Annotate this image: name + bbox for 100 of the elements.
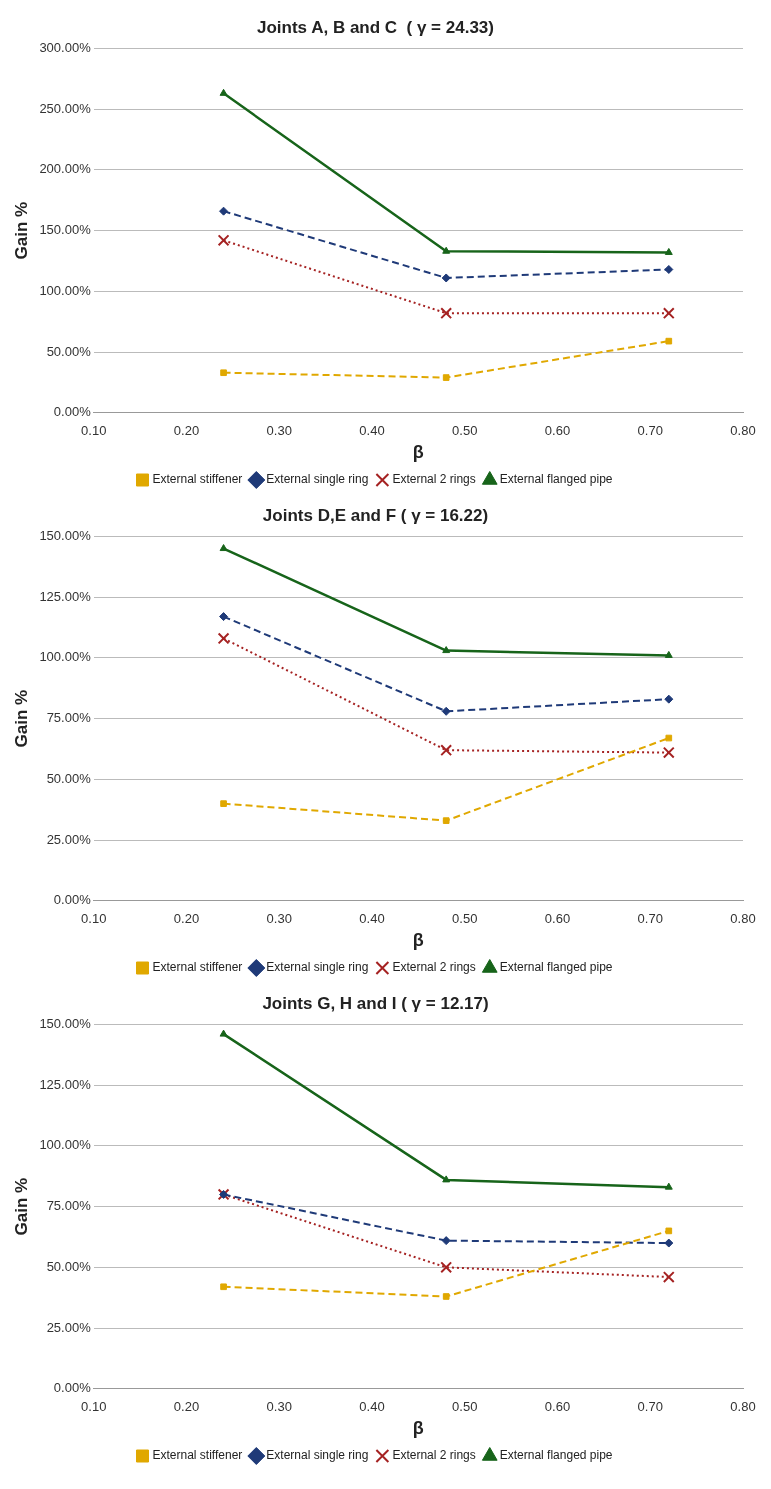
y-tick-label: 0.00% [53, 404, 92, 420]
point [220, 369, 227, 377]
y-tick-label: 150.00% [39, 1015, 92, 1031]
y-tick-label: 125.00% [39, 588, 92, 604]
y-tick-label: 25.00% [46, 1319, 92, 1335]
x-axis-title: β [412, 930, 424, 951]
point [442, 817, 450, 824]
x-axis-title: β [412, 1418, 424, 1439]
x-tick-label: 0.60 [544, 1399, 571, 1415]
legend-label: External single ring [266, 1448, 369, 1463]
point [662, 746, 675, 759]
point [440, 307, 453, 320]
x-tick-label: 0.10 [81, 423, 107, 439]
point [440, 744, 453, 757]
point [219, 1029, 228, 1037]
x-tick-label: 0.40 [359, 911, 385, 927]
point [664, 1182, 673, 1190]
point [664, 264, 674, 274]
y-tick-label: 100.00% [39, 1137, 92, 1153]
x-tick-label: 0.20 [173, 423, 200, 439]
legend-label: External flanged pipe [499, 472, 613, 487]
x-axis-title: β [412, 442, 424, 463]
y-tick-label: 75.00% [46, 1198, 92, 1214]
x-tick-label: 0.80 [730, 911, 756, 927]
legend-label: External single ring [266, 472, 369, 487]
point [665, 734, 673, 742]
chart-title: Joints A, B and C ( γ = 24.33) [257, 17, 494, 37]
y-tick-label: 150.00% [39, 222, 92, 238]
x-tick-label: 0.20 [173, 911, 200, 927]
y-tick-label: 125.00% [39, 1076, 92, 1092]
legend-label: External single ring [266, 960, 369, 975]
point [217, 632, 230, 645]
y-axis-title: Gain % [11, 689, 31, 748]
x-tick-label: 0.10 [81, 911, 107, 927]
x-tick-label: 0.40 [359, 423, 385, 439]
y-axis-title: Gain % [11, 1177, 31, 1236]
point [664, 694, 674, 704]
point [219, 612, 229, 622]
x-tick-label: 0.60 [544, 423, 571, 439]
y-tick-label: 100.00% [39, 282, 92, 298]
point [442, 646, 451, 654]
legend-label: External stiffener [152, 960, 243, 975]
legend-label: External stiffener [152, 1448, 243, 1463]
legend-label: External flanged pipe [499, 1448, 613, 1463]
x-tick-label: 0.20 [173, 1399, 200, 1415]
y-tick-label: 200.00% [39, 161, 92, 177]
y-axis-title: Gain % [11, 201, 31, 260]
point [662, 307, 675, 320]
x-tick-label: 0.30 [266, 423, 292, 439]
point [217, 234, 230, 247]
y-tick-label: 25.00% [46, 831, 92, 847]
point [441, 273, 451, 283]
legend-label: External flanged pipe [499, 960, 613, 975]
y-tick-label: 300.00% [39, 39, 92, 55]
point [220, 1283, 227, 1291]
point [664, 1238, 674, 1248]
chart-title: Joints D,E and F ( γ = 16.22) [262, 505, 489, 525]
y-tick-label: 0.00% [53, 892, 92, 908]
point [219, 88, 228, 96]
legend-label: External 2 rings [392, 1448, 476, 1463]
y-tick-label: 50.00% [46, 770, 92, 786]
x-tick-label: 0.70 [637, 1399, 663, 1415]
y-tick-label: 150.00% [39, 527, 92, 543]
point [441, 706, 451, 716]
y-tick-label: 75.00% [46, 710, 92, 726]
point [219, 544, 228, 552]
y-tick-label: 0.00% [53, 1380, 92, 1396]
y-tick-label: 250.00% [39, 100, 92, 116]
x-tick-label: 0.70 [637, 911, 663, 927]
point [664, 247, 673, 255]
point [441, 1236, 451, 1246]
y-tick-label: 100.00% [39, 649, 92, 665]
x-tick-label: 0.80 [730, 1399, 756, 1415]
x-tick-label: 0.40 [359, 1399, 385, 1415]
point [665, 1227, 673, 1235]
point [662, 1271, 675, 1283]
point [442, 1175, 451, 1183]
y-tick-label: 50.00% [46, 1258, 92, 1274]
x-tick-label: 0.60 [544, 911, 571, 927]
chart-title: Joints G, H and I ( γ = 12.17) [262, 993, 489, 1013]
x-tick-label: 0.30 [266, 1399, 292, 1415]
legend-label: External 2 rings [392, 472, 476, 487]
point [220, 800, 227, 807]
x-tick-label: 0.80 [730, 423, 756, 439]
y-tick-label: 50.00% [46, 343, 92, 359]
point [664, 650, 673, 658]
x-tick-label: 0.50 [452, 423, 478, 439]
point [440, 1261, 453, 1274]
x-tick-label: 0.70 [637, 423, 663, 439]
point [442, 374, 450, 381]
legend-label: External 2 rings [392, 960, 476, 975]
point [665, 337, 673, 345]
point [442, 1293, 450, 1300]
legend-label: External stiffener [152, 472, 243, 487]
point [442, 246, 451, 254]
x-tick-label: 0.30 [266, 911, 292, 927]
point [219, 206, 229, 216]
x-tick-label: 0.10 [81, 1399, 107, 1415]
x-tick-label: 0.50 [452, 911, 478, 927]
x-tick-label: 0.50 [452, 1399, 478, 1415]
